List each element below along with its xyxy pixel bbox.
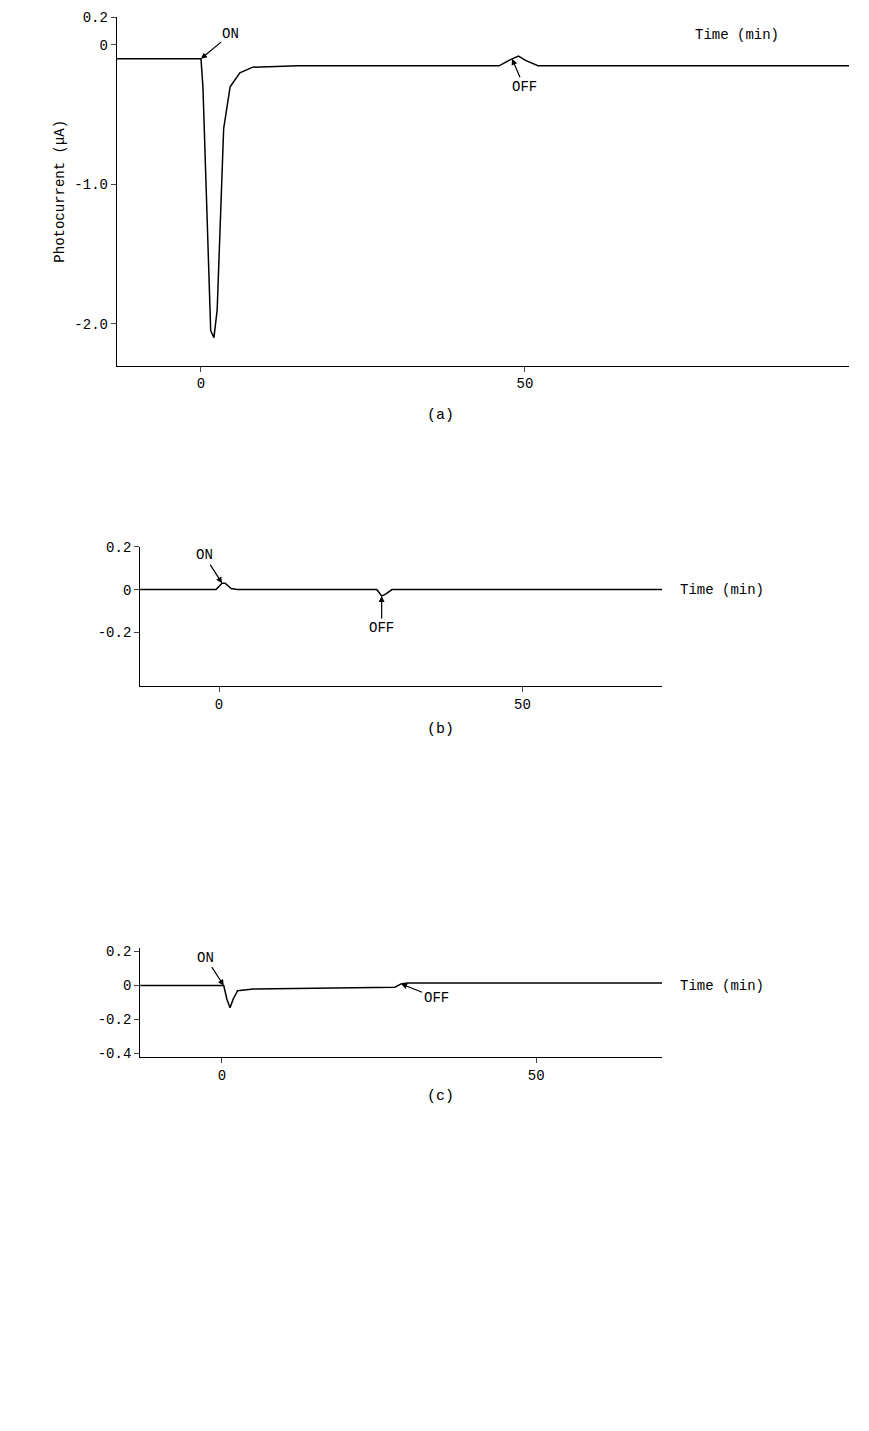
svg-text:-0.2: -0.2 [98, 1012, 132, 1028]
svg-text:OFF: OFF [512, 79, 537, 95]
svg-text:0: 0 [215, 697, 223, 713]
svg-text:Time (min): Time (min) [680, 978, 764, 994]
svg-text:-2.0: -2.0 [74, 317, 108, 333]
svg-text:OFF: OFF [424, 990, 449, 1006]
svg-text:50: 50 [517, 376, 534, 392]
svg-text:0: 0 [218, 1068, 226, 1084]
svg-text:(a): (a) [427, 407, 454, 424]
svg-text:Photocurrent (μA): Photocurrent (μA) [52, 120, 68, 263]
svg-text:Time (min): Time (min) [695, 27, 779, 43]
svg-text:0: 0 [123, 583, 131, 599]
svg-text:0: 0 [197, 376, 205, 392]
svg-text:0: 0 [123, 978, 131, 994]
svg-text:0.2: 0.2 [106, 540, 131, 556]
svg-text:50: 50 [514, 697, 531, 713]
svg-text:-0.2: -0.2 [98, 625, 132, 641]
svg-text:ON: ON [197, 950, 214, 966]
svg-text:Time (min): Time (min) [680, 582, 764, 598]
svg-text:(b): (b) [427, 721, 454, 738]
svg-text:ON: ON [222, 26, 239, 42]
svg-text:ON: ON [196, 547, 213, 563]
svg-text:0.2: 0.2 [106, 944, 131, 960]
svg-text:OFF: OFF [369, 620, 394, 636]
svg-text:(c): (c) [427, 1088, 454, 1105]
svg-text:0.2: 0.2 [83, 10, 108, 26]
svg-text:-1.0: -1.0 [74, 177, 108, 193]
svg-text:0: 0 [100, 38, 108, 54]
svg-text:50: 50 [528, 1068, 545, 1084]
svg-text:-0.4: -0.4 [98, 1046, 132, 1062]
